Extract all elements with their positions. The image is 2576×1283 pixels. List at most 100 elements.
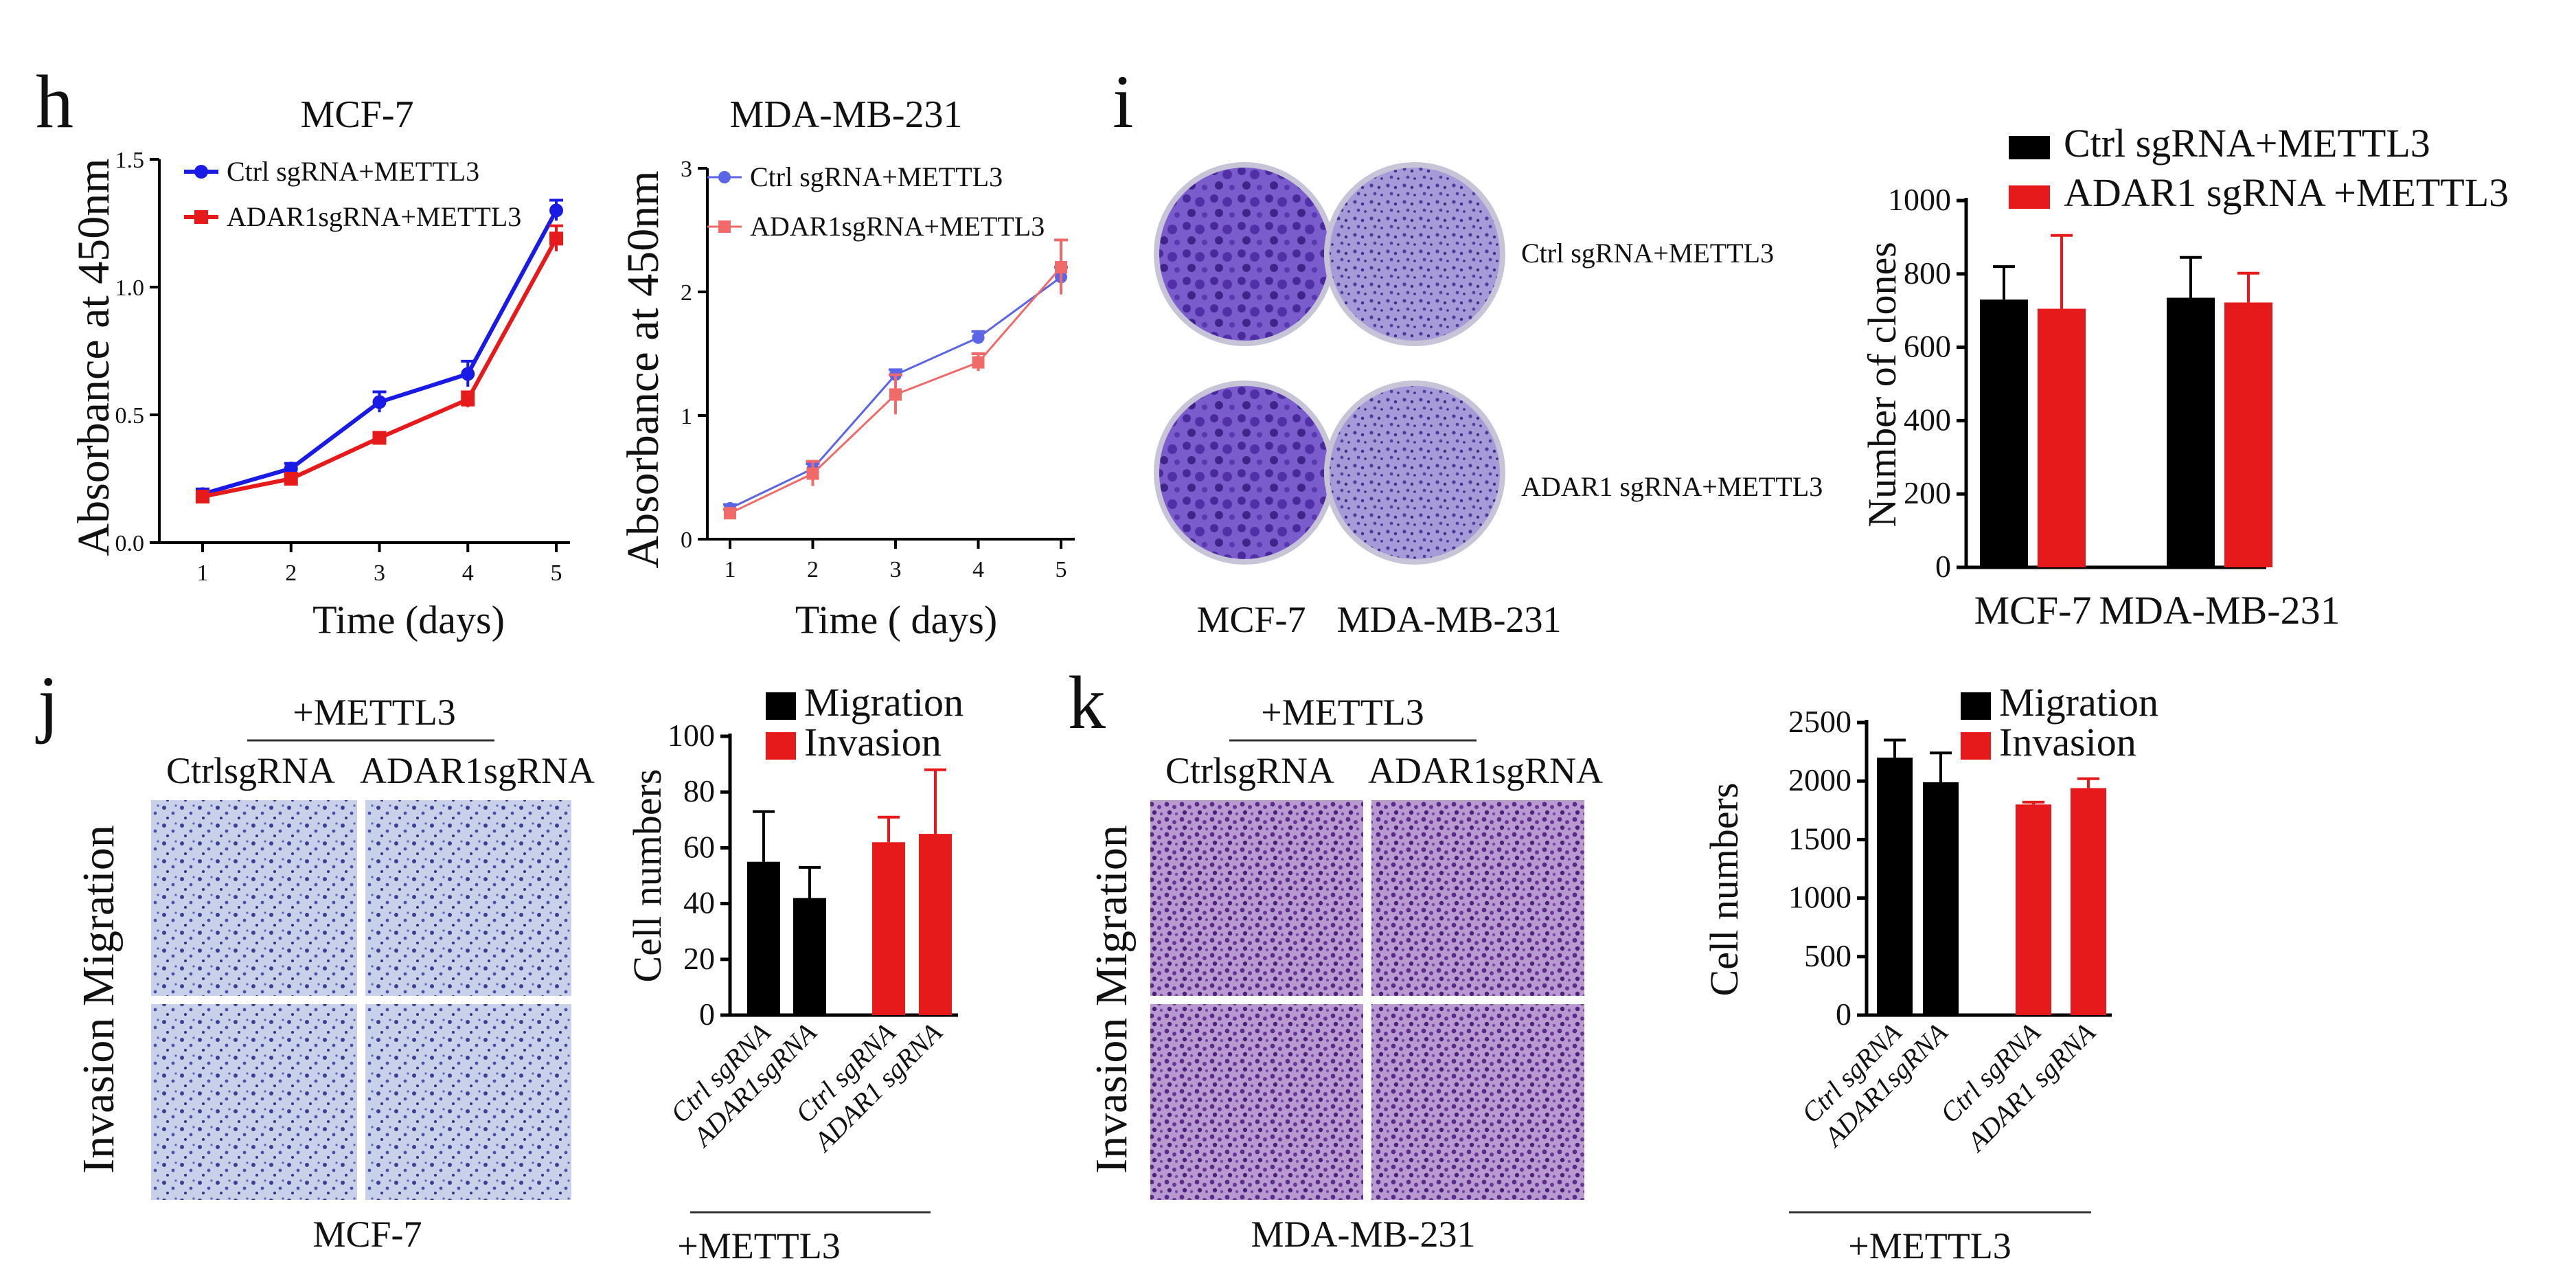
y-tick-label: 20 xyxy=(683,941,715,976)
col-label-adar1: ADAR1sgRNA xyxy=(360,750,595,791)
panel-letter-i: i xyxy=(1113,60,1134,144)
bar xyxy=(2167,297,2215,567)
image-invasion-ctrl xyxy=(151,1004,357,1200)
chart-mcf7-absorbance: MCF-7 Absorbance at 450nm Time (days) 0.… xyxy=(69,93,570,642)
y-tick-label: 0 xyxy=(681,527,692,553)
cell-line-label: MDA-MB-231 xyxy=(1251,1214,1475,1255)
x-tick-label: 3 xyxy=(374,560,385,586)
panel-letter-h: h xyxy=(36,60,73,144)
y-tick-label: 800 xyxy=(1904,256,1951,291)
y-axis-title: Cell numbers xyxy=(1702,783,1746,997)
legend-label: Invasion xyxy=(804,720,942,764)
image-migration-ctrl xyxy=(151,800,357,996)
data-point xyxy=(549,203,563,218)
y-tick-label: 40 xyxy=(683,885,715,920)
transwell-images-mdamb231: +METTL3 CtrlsgRNA ADAR1sgRNA Invasion Mi… xyxy=(1086,692,1603,1255)
bar xyxy=(793,898,826,1015)
data-point xyxy=(972,356,985,369)
legend-label: Ctrl sgRNA+METTL3 xyxy=(2064,121,2430,166)
legend-swatch xyxy=(766,692,796,720)
bar xyxy=(2016,804,2051,1015)
data-point xyxy=(461,392,475,407)
y-tick-label: 2000 xyxy=(1788,762,1851,797)
y-axis-title: Absorbance at 450nm xyxy=(618,170,668,568)
chart-clone-number: Number of clones 0 200 400 600 800 1000 MCF-7 M… xyxy=(1860,121,2509,633)
axes: 0 1 2 3 1 2 3 4 5 xyxy=(681,157,1075,582)
y-tick-label: 2 xyxy=(681,280,692,306)
plate-mda-ctrl xyxy=(1324,162,1505,346)
y-axis-title: Number of clones xyxy=(1860,242,1904,527)
bar xyxy=(2071,788,2106,1015)
image-invasion-ctrl xyxy=(1150,1004,1363,1200)
data-point xyxy=(461,367,475,381)
col-label-adar1: ADAR1sgRNA xyxy=(1368,750,1603,791)
x-tick-label: 3 xyxy=(890,557,902,582)
chart-title: MDA-MB-231 xyxy=(729,93,962,136)
legend-swatch xyxy=(1961,692,1991,720)
y-tick-label: 1500 xyxy=(1788,821,1851,856)
bar xyxy=(2224,302,2272,567)
x-category-label: MDA-MB-231 xyxy=(2099,588,2340,633)
x-category-label: MCF-7 xyxy=(1974,588,2092,633)
y-tick-label: 200 xyxy=(1904,475,1951,510)
marks xyxy=(1877,738,2106,1015)
y-tick-label: 0.5 xyxy=(115,403,145,429)
x-tick-label: 1 xyxy=(725,557,736,582)
col-label-ctrl: CtrlsgRNA xyxy=(166,750,335,791)
data-point xyxy=(1055,261,1067,273)
y-tick-label: 0.0 xyxy=(115,531,145,556)
data-point xyxy=(806,467,819,480)
data-point xyxy=(372,431,387,445)
bar xyxy=(919,834,952,1015)
x-tick-label: 5 xyxy=(1056,557,1067,582)
series-line xyxy=(202,237,558,499)
legend-label: Migration xyxy=(1999,680,2158,725)
image-migration-ctrl xyxy=(1150,800,1363,996)
data-point xyxy=(972,331,985,344)
bar xyxy=(872,842,905,1015)
y-axis-title: Cell numbers xyxy=(625,769,670,983)
group-label: +METTL3 xyxy=(677,1225,840,1267)
legend-label: ADAR1sgRNA+METTL3 xyxy=(750,211,1045,242)
x-tick-label: 5 xyxy=(551,560,562,586)
y-tick-label: 400 xyxy=(1904,402,1951,437)
image-invasion-adar1 xyxy=(365,1004,571,1200)
legend-marker xyxy=(718,220,731,233)
y-tick-label: 0 xyxy=(699,997,715,1032)
y-tick-label: 0 xyxy=(1935,549,1951,584)
plate-col-label-mda: MDA-MB-231 xyxy=(1336,599,1561,640)
y-tick-label: 1.5 xyxy=(115,148,145,173)
marks xyxy=(723,238,1068,520)
series-line xyxy=(202,209,558,497)
marks xyxy=(747,768,952,1015)
row-label: Invasion Migration xyxy=(73,825,124,1174)
col-label-ctrl: CtrlsgRNA xyxy=(1165,750,1334,791)
bar xyxy=(2038,308,2086,567)
x-tick-label: 1 xyxy=(197,560,209,586)
plate-row-label-ctrl: Ctrl sgRNA+METTL3 xyxy=(1521,238,1774,269)
row-label: Invasion Migration xyxy=(1086,825,1137,1174)
x-tick-label: 2 xyxy=(807,557,819,582)
marks xyxy=(1980,234,2272,567)
image-migration-adar1 xyxy=(365,800,571,996)
data-point xyxy=(549,231,563,246)
data-point xyxy=(724,507,736,520)
image-migration-adar1 xyxy=(1371,800,1584,996)
plate-mda-adar1 xyxy=(1324,381,1505,565)
legend-label: Ctrl sgRNA+METTL3 xyxy=(227,156,479,187)
legend-label: ADAR1sgRNA+METTL3 xyxy=(227,201,521,232)
y-tick-label: 0 xyxy=(1836,997,1851,1032)
legend-swatch xyxy=(2009,136,2050,159)
data-point xyxy=(889,388,902,401)
legend-marker xyxy=(194,165,208,179)
plate-mcf7-adar1 xyxy=(1154,381,1335,565)
data-point xyxy=(372,395,387,409)
y-axis-title: Absorbance at 450nm xyxy=(69,158,119,556)
x-axis-title: Time ( days) xyxy=(795,598,997,642)
legend-swatch xyxy=(766,732,796,760)
bar xyxy=(747,861,780,1015)
